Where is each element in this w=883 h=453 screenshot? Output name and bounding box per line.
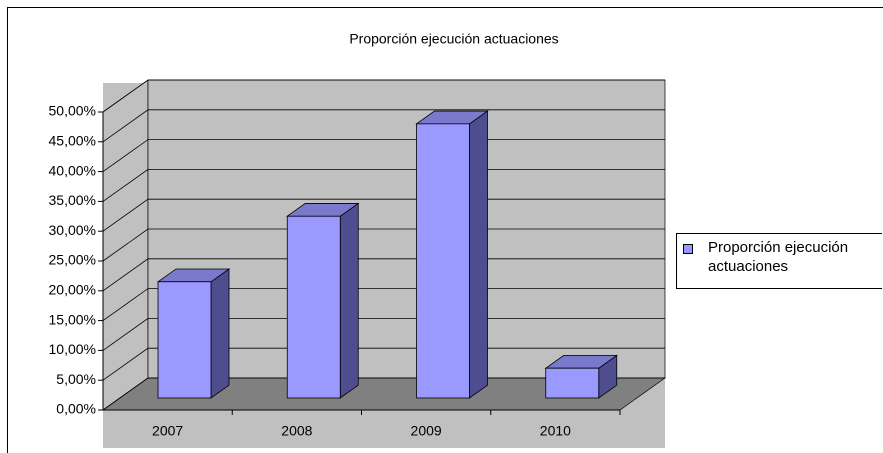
grid-line <box>102 198 665 232</box>
x-tick-label: 2008 <box>281 423 312 439</box>
y-tick-label: 0,00% <box>56 401 96 417</box>
y-tick-label: 10,00% <box>49 341 96 357</box>
chart-title: Proporción ejecución actuaciones <box>349 31 558 47</box>
y-tick-label: 15,00% <box>49 311 96 327</box>
grid-line <box>102 288 665 321</box>
y-tick-label: 50,00% <box>49 103 96 119</box>
x-tick-label: 2007 <box>152 423 183 439</box>
grid-line <box>102 228 665 262</box>
y-tick-label: 25,00% <box>49 252 96 268</box>
y-tick-label: 35,00% <box>49 192 96 208</box>
legend-swatch <box>683 244 693 254</box>
bar-front <box>416 123 470 399</box>
bar <box>156 268 231 399</box>
bar-front <box>286 215 341 399</box>
grid-line <box>102 377 665 411</box>
legend-label: Proporción ejecución actuaciones <box>708 239 849 275</box>
y-tick-label: 5,00% <box>56 371 96 387</box>
x-tick-label: 2010 <box>540 423 571 439</box>
grid-line <box>102 79 665 113</box>
grid-line <box>102 347 665 381</box>
y-tick-label: 30,00% <box>49 222 96 238</box>
x-tick-label: 2009 <box>411 423 442 439</box>
bar <box>544 354 618 399</box>
grid-line <box>102 109 665 143</box>
grid-line <box>102 317 665 351</box>
grid-line <box>102 258 665 292</box>
legend: Proporción ejecución actuaciones <box>676 233 882 289</box>
bar-side <box>210 268 230 399</box>
bar <box>415 110 489 399</box>
y-tick-label: 20,00% <box>49 282 96 298</box>
bar-side <box>339 202 359 399</box>
grid-line <box>102 168 665 202</box>
grid-line <box>102 139 665 172</box>
bar-front <box>157 281 212 399</box>
bar <box>286 202 360 399</box>
y-tick-label: 45,00% <box>49 133 96 149</box>
y-tick-label: 40,00% <box>49 162 96 178</box>
bar-front <box>545 367 600 399</box>
bar-side <box>469 110 488 399</box>
